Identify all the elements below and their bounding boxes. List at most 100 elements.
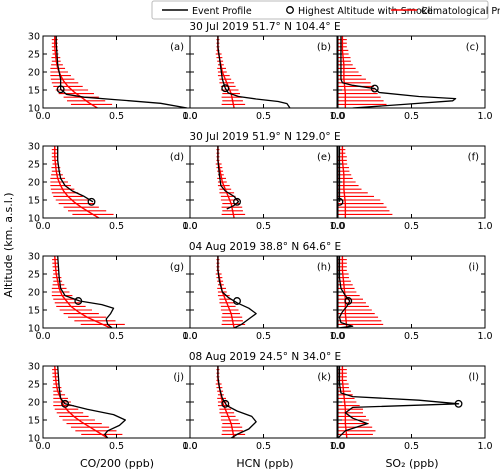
legend-marker-swatch	[286, 6, 294, 14]
y-tick-label: 25	[28, 160, 40, 171]
x-tick-label: 0.5	[404, 221, 419, 232]
y-tick-label: 25	[28, 270, 40, 281]
smoke-top-marker	[233, 297, 241, 305]
panel-label: (h)	[317, 262, 331, 273]
x-tick-label: 0.0	[35, 331, 50, 342]
y-tick-label: 30	[28, 252, 40, 263]
row-title: 08 Aug 2019 24.5° N 34.0° E	[189, 351, 341, 363]
x-tick-label: 1.0	[329, 221, 344, 232]
panel: 0.0 0.5 1.0 (k)	[182, 365, 345, 452]
panel: 0.0 0.5 1.0 (h)	[182, 255, 345, 342]
event-line	[338, 366, 460, 438]
panel-grid: 30 Jul 2019 51.7° N 104.4° E 0.0 0.5 1.0 10 1…	[28, 21, 493, 452]
panel: 0.0 0.5 1.0 10 15 20 25 30 (d)	[28, 142, 198, 233]
y-tick-label: 30	[28, 142, 40, 153]
legend-marker-label: Highest Altitude with Smoke	[298, 6, 433, 17]
smoke-top-marker	[87, 197, 96, 206]
smoke-top-marker	[454, 399, 463, 408]
panel-label: (k)	[317, 372, 331, 383]
smoke-top-marker	[56, 85, 65, 94]
smoke-top-marker	[233, 197, 241, 206]
x-tick-label: 0.5	[404, 331, 419, 342]
x-tick-label: 0.0	[182, 221, 197, 232]
x-tick-label: 1.0	[477, 331, 492, 342]
panel-plot	[338, 256, 386, 328]
panel-frame	[189, 255, 338, 329]
y-tick-label: 10	[28, 324, 40, 335]
y-tick-label: 10	[28, 434, 40, 445]
climatology-line	[54, 146, 100, 218]
panel-label: (b)	[317, 42, 331, 53]
x-tick-label: 0.5	[109, 111, 124, 122]
y-tick-label: 15	[28, 306, 40, 317]
smoke-top-marker	[74, 297, 83, 305]
panel-frame	[189, 145, 338, 219]
xlabel-co: CO/200 (ppb)	[80, 457, 154, 470]
y-tick-label: 15	[28, 86, 40, 97]
y-tick-label: 20	[28, 178, 40, 189]
event-line	[57, 366, 126, 438]
x-tick-label: 0.5	[256, 111, 271, 122]
x-tick-label: 0.5	[109, 331, 124, 342]
legend: Event Profile Highest Altitude with Smok…	[151, 0, 500, 20]
x-tick-label: 1.0	[477, 221, 492, 232]
y-tick-label: 15	[28, 416, 40, 427]
y-tick-label: 20	[28, 288, 40, 299]
panel-label: (i)	[468, 262, 479, 273]
panel-label: (f)	[468, 152, 479, 163]
x-tick-label: 0.0	[330, 331, 345, 342]
legend-clim-label: Climatological Profile	[421, 6, 500, 17]
smoke-top-marker	[221, 399, 230, 408]
panel-label: (a)	[170, 42, 184, 53]
panel: 0.0 0.5 1.0 10 15 20 25 30 (j)	[28, 362, 198, 453]
panel-plot	[338, 366, 463, 438]
climatology-line	[341, 36, 347, 108]
x-tick-label: 0.0	[330, 221, 345, 232]
y-tick-label: 25	[28, 50, 40, 61]
smoke-top-marker	[61, 399, 70, 408]
climatology-line	[54, 256, 111, 328]
climatology-line	[341, 256, 348, 328]
panel: 0.0 0.5 1.0 (f)	[330, 145, 493, 232]
panel-label: (c)	[466, 42, 479, 53]
panel-frame	[189, 35, 338, 109]
event-line	[57, 256, 115, 328]
y-tick-label: 20	[28, 398, 40, 409]
climatology-line	[341, 146, 347, 218]
y-tick-label: 10	[28, 214, 40, 225]
x-tick-label: 0.5	[404, 441, 419, 452]
panel-plot	[338, 36, 457, 108]
x-tick-label: 0.5	[109, 221, 124, 232]
panel: 0.0 0.5 1.0 (e)	[182, 145, 345, 232]
x-tick-label: 1.0	[477, 441, 492, 452]
y-tick-label: 25	[28, 380, 40, 391]
x-tick-label: 0.5	[256, 441, 271, 452]
x-tick-label: 0.0	[35, 441, 50, 452]
x-tick-label: 0.5	[256, 221, 271, 232]
event-line	[217, 366, 257, 438]
panel-plot	[51, 256, 135, 328]
climatology-line	[54, 36, 98, 108]
panel-label: (e)	[317, 152, 331, 163]
y-axis-label: Altitude (km. a.s.l.)	[2, 192, 15, 297]
panel: 0.0 0.5 1.0 10 15 20 25 30 (g)	[28, 252, 198, 343]
event-line	[57, 146, 94, 203]
smoke-top-marker	[221, 84, 230, 93]
panel: 0.0 0.5 1.0 10 15 20 25 30 (a)	[28, 32, 198, 123]
y-tick-label: 30	[28, 362, 40, 373]
panel-plot	[215, 256, 257, 328]
panel-plot	[50, 36, 188, 108]
panel-label: (g)	[170, 262, 184, 273]
x-tick-label: 0.0	[182, 111, 197, 122]
x-tick-label: 1.0	[329, 331, 344, 342]
panel-plot	[338, 146, 396, 218]
y-tick-label: 30	[28, 32, 40, 43]
x-tick-label: 0.0	[35, 221, 50, 232]
y-tick-label: 10	[28, 104, 40, 115]
row-title: 04 Aug 2019 38.8° N 64.6° E	[189, 241, 341, 253]
x-tick-label: 0.5	[404, 111, 419, 122]
y-tick-label: 15	[28, 196, 40, 207]
panel-plot	[215, 146, 246, 218]
smoke-top-marker	[338, 197, 344, 206]
panel-plot	[51, 366, 129, 438]
